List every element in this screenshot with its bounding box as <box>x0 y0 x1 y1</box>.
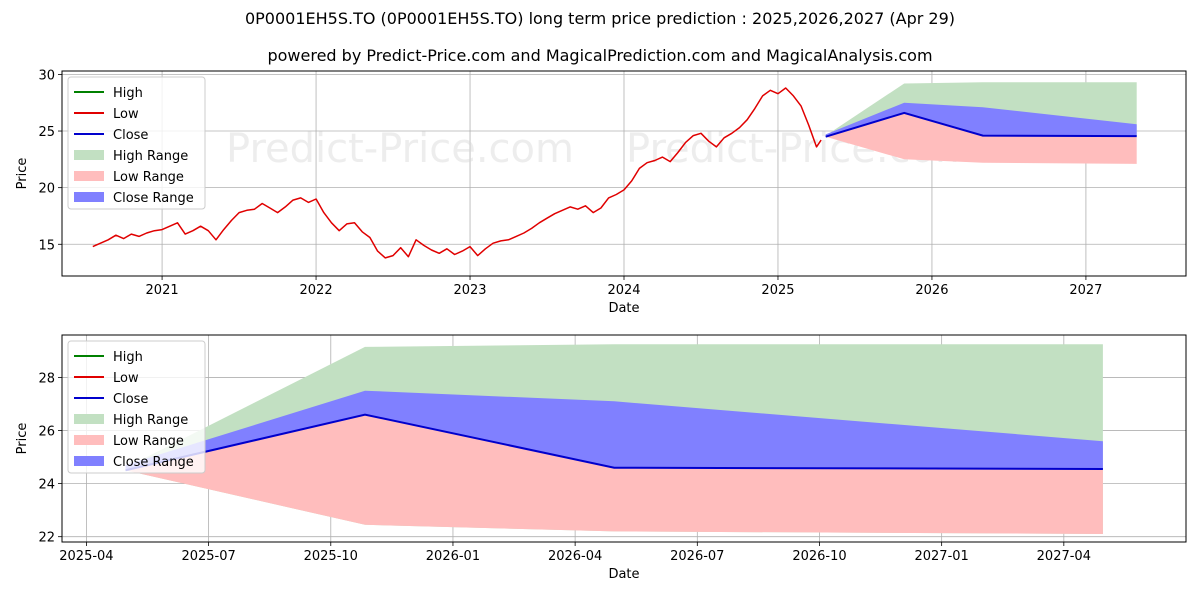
y-axis-label: Price <box>15 423 30 455</box>
legend-entry: Low Range <box>113 170 184 185</box>
x-tick-label: 2021 <box>146 283 179 298</box>
x-tick-label: 2027-01 <box>914 549 968 564</box>
y-tick-label: 25 <box>38 125 55 140</box>
legend-entry: Close <box>113 128 148 143</box>
y-tick-label: 26 <box>38 425 55 440</box>
y-axis-label: Price <box>15 158 30 190</box>
y-tick-label: 20 <box>38 182 55 197</box>
y-tick-label: 30 <box>38 68 55 83</box>
x-tick-label: 2022 <box>300 283 333 298</box>
legend-swatch <box>74 171 104 181</box>
x-axis-label: Date <box>608 301 639 316</box>
legend-swatch <box>74 414 104 424</box>
x-axis-label: Date <box>608 567 639 582</box>
y-tick-label: 15 <box>38 238 55 253</box>
legend-swatch <box>74 150 104 160</box>
close-range-area <box>125 390 1103 471</box>
plot-frame <box>61 334 1187 543</box>
price-history-line <box>92 87 822 259</box>
x-tick-label: 2027 <box>1069 283 1102 298</box>
close-forecast-line <box>825 111 1137 138</box>
x-tick-label: 2026-01 <box>426 549 480 564</box>
x-tick-label: 2026 <box>915 283 948 298</box>
legend-entry: Low <box>113 371 139 386</box>
legend-swatch <box>74 435 104 445</box>
x-tick-label: 2024 <box>607 283 640 298</box>
legend-swatch <box>74 192 104 202</box>
chart-title: 0P0001EH5S.TO (0P0001EH5S.TO) long term … <box>244 9 956 28</box>
legend-entry: Low <box>113 107 139 122</box>
low-range-area <box>825 112 1137 164</box>
x-tick-label: 2025-04 <box>59 549 113 564</box>
x-tick-label: 2026-10 <box>792 549 846 564</box>
y-tick-label: 24 <box>38 478 55 493</box>
legend-entry: Close <box>113 392 148 407</box>
legend-entry: High Range <box>113 149 188 164</box>
chart-subtitle: powered by Predict-Price.com and Magical… <box>267 46 933 65</box>
legend-entry: High <box>113 350 143 365</box>
legend-entry: Close Range <box>113 455 194 470</box>
x-tick-label: 2026-04 <box>548 549 602 564</box>
x-tick-label: 2026-07 <box>670 549 724 564</box>
x-tick-label: 2027-04 <box>1037 549 1091 564</box>
plot-frame <box>61 70 1187 277</box>
x-tick-label: 2025-10 <box>304 549 358 564</box>
x-tick-label: 2025-07 <box>181 549 235 564</box>
close-range-area <box>825 102 1137 137</box>
legend-swatch <box>74 456 104 466</box>
x-tick-label: 2023 <box>453 283 486 298</box>
y-tick-label: 22 <box>38 531 55 546</box>
legend-entry: Low Range <box>113 434 184 449</box>
y-tick-label: 28 <box>38 371 55 386</box>
legend-entry: High <box>113 86 143 101</box>
watermark: Predict-Price.com <box>226 126 574 172</box>
low-range-area <box>125 414 1103 534</box>
x-tick-label: 2025 <box>761 283 794 298</box>
close-forecast-line <box>125 413 1103 472</box>
legend-entry: High Range <box>113 413 188 428</box>
legend-entry: Close Range <box>113 191 194 206</box>
